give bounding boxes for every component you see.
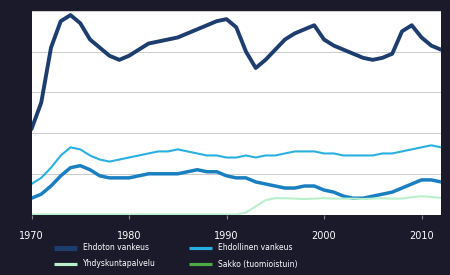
Text: Ehdoton vankeus: Ehdoton vankeus xyxy=(83,243,149,252)
Text: Ehdollinen vankeus: Ehdollinen vankeus xyxy=(218,243,293,252)
Text: Yhdyskuntapalvelu: Yhdyskuntapalvelu xyxy=(83,260,156,268)
Text: 2000: 2000 xyxy=(312,231,336,241)
Text: 1980: 1980 xyxy=(117,231,141,241)
Text: 1990: 1990 xyxy=(214,231,239,241)
Text: Sakko (tuomioistuin): Sakko (tuomioistuin) xyxy=(218,260,298,268)
Text: 2010: 2010 xyxy=(409,231,434,241)
Text: 1970: 1970 xyxy=(19,231,44,241)
